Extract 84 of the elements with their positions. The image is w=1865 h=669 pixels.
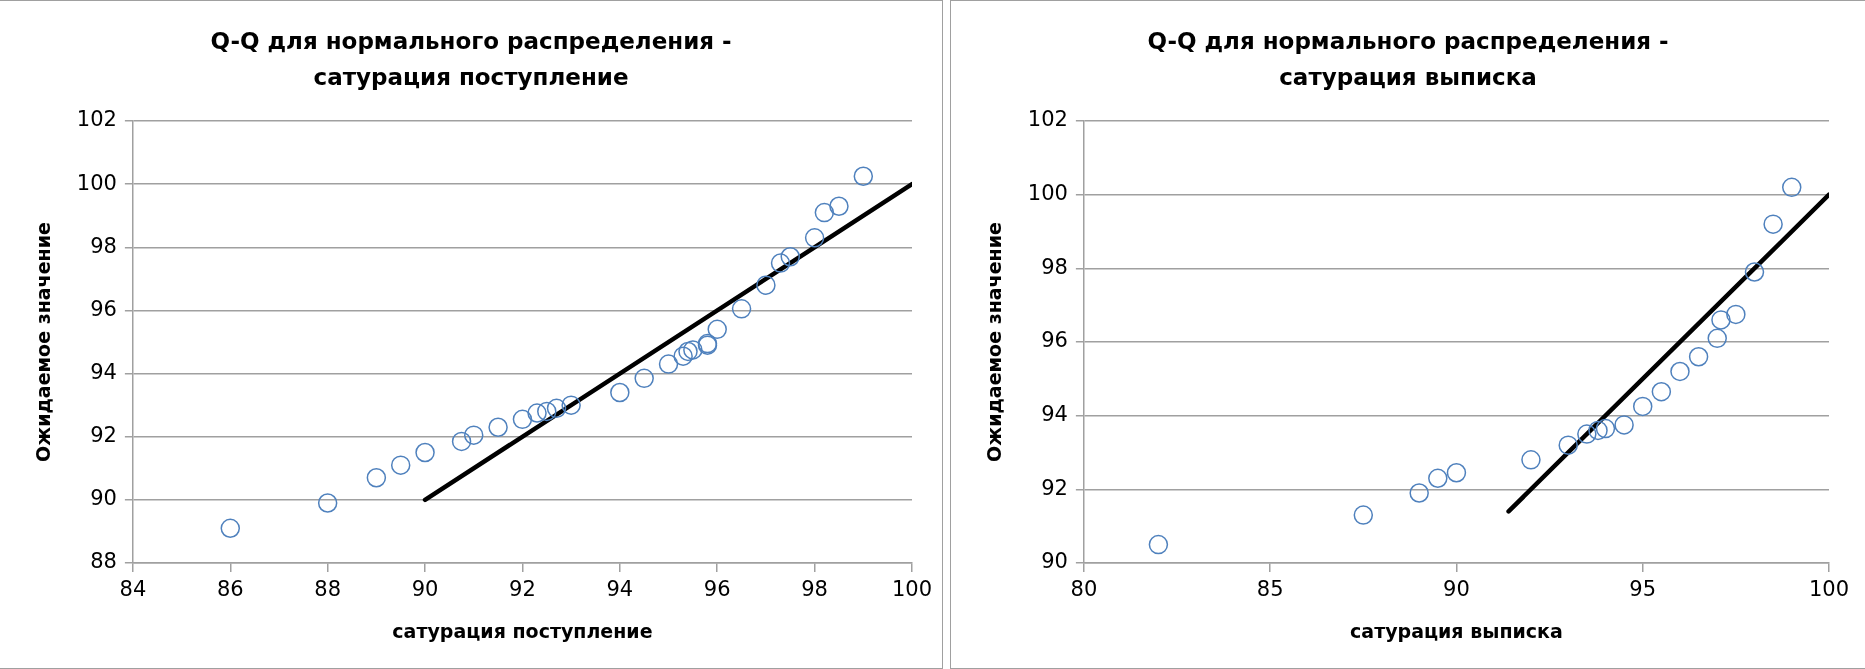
point [527,403,547,423]
y-tick-label: 94 [90,360,117,385]
point [317,493,338,513]
x-tick-label: 92 [509,577,536,602]
point [561,395,581,415]
point [756,275,776,295]
y-axis-title: Ожидаемое значение [32,222,55,462]
x-tick-label: 90 [411,577,439,602]
point [770,253,791,273]
x-tick-label: 95 [1629,577,1657,602]
point [634,368,654,389]
x-tick-label: 90 [1443,577,1470,602]
point [415,442,435,463]
point [731,299,752,319]
x-axis-title: сатурация выписка [1350,619,1563,642]
point [1595,418,1616,439]
point [451,431,472,452]
point [1446,463,1467,483]
point [464,425,484,445]
point [512,409,533,430]
x-tick-label: 98 [801,577,828,602]
point [610,382,630,403]
point [1588,420,1608,441]
y-tick-label: 96 [1041,328,1068,353]
y-tick-label: 98 [1041,254,1068,279]
point [1744,262,1765,282]
chart-title: Q-Q для нормального распределения - сатурация выписка [1146,27,1670,92]
y-tick-label: 100 [76,170,117,195]
point [683,340,703,360]
point [814,202,835,223]
x-tick-label: 84 [119,577,147,602]
point [658,354,679,374]
point [1711,310,1731,330]
point [1614,415,1634,435]
y-tick-label: 102 [1027,107,1068,132]
y-tick-label: 96 [90,296,117,321]
point [829,196,849,216]
x-axis-title: сатурация поступление [392,619,653,642]
x-tick-label: 100 [891,577,933,602]
y-tick-label: 102 [76,107,117,132]
chart-title: Q-Q для нормального распределения - сатурация поступление [209,27,733,92]
x-tick-label: 100 [1808,577,1850,602]
y-tick-label: 92 [1041,475,1068,500]
x-tick-label: 85 [1256,577,1284,602]
y-tick-label: 90 [1041,549,1068,574]
point [1353,505,1374,525]
y-tick-label: 88 [90,549,117,574]
point [546,398,567,419]
point [707,319,727,340]
x-tick-label: 86 [216,577,244,602]
point [1670,361,1690,382]
point [1688,346,1709,367]
point [1632,396,1653,417]
point [1409,483,1429,503]
point [537,401,557,422]
x-tick-label: 96 [703,577,731,602]
y-tick-label: 100 [1027,181,1068,206]
point [1781,177,1802,198]
point [1651,381,1672,402]
point [1148,534,1169,555]
y-tick-label: 98 [90,233,117,258]
point [1577,424,1597,444]
y-tick-label: 90 [90,486,117,511]
y-tick-label: 94 [1041,402,1068,427]
point [390,455,411,475]
point [853,166,874,186]
x-tick-label: 80 [1070,577,1098,602]
point [804,228,825,248]
point [1763,214,1783,234]
point [780,247,801,267]
point [678,341,698,362]
point [1521,450,1541,470]
point [673,346,693,366]
point [1558,435,1578,455]
point [220,518,241,539]
point [1428,468,1448,489]
point [366,468,387,488]
point [1707,328,1727,349]
point [488,417,508,437]
x-tick-label: 88 [314,577,342,602]
x-tick-label: 94 [606,577,634,602]
point [1726,304,1746,325]
y-axis-title: Ожидаемое значение [983,222,1006,462]
y-tick-label: 92 [90,423,117,448]
